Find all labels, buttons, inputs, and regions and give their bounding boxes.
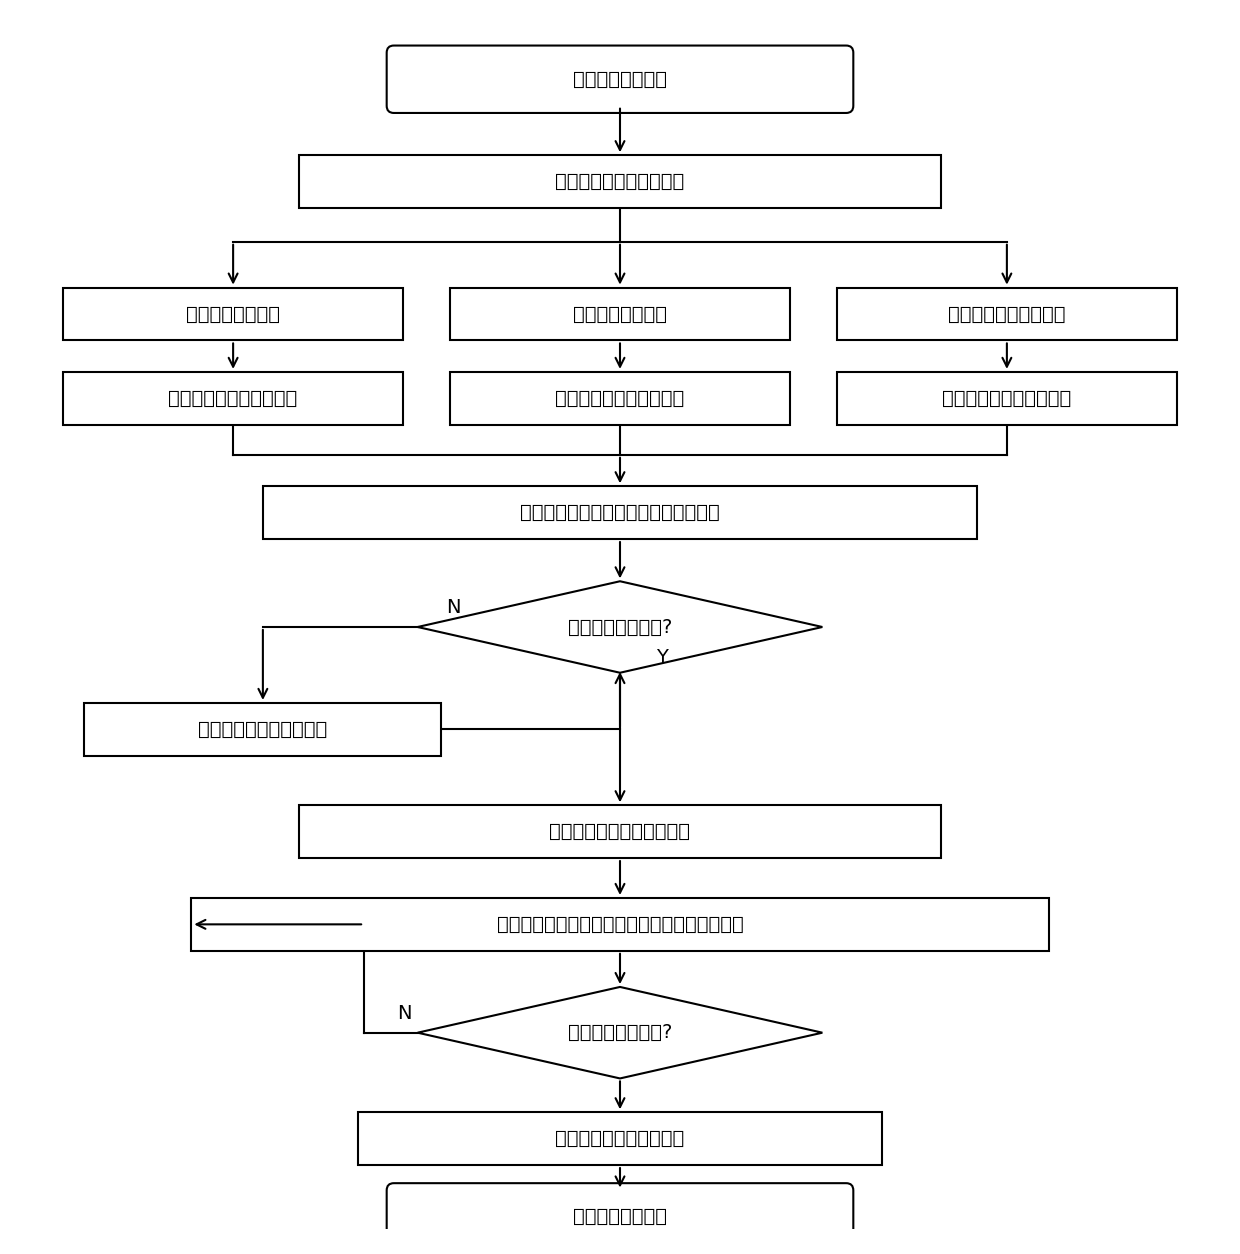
Bar [299,805,941,858]
Text: 到达加载目标载荷?: 到达加载目标载荷? [568,1023,672,1042]
Text: 静力加载过程结束: 静力加载过程结束 [186,305,280,324]
Text: 自动过程的段过程结束: 自动过程的段过程结束 [949,305,1065,324]
Text: 静力加载过程启动: 静力加载过程启动 [573,70,667,89]
Text: 静力卸载过程结束: 静力卸载过程结束 [573,305,667,324]
Text: 记录比例溢流阀终止开度: 记录比例溢流阀终止开度 [942,389,1071,408]
Text: 静力加载过程完成: 静力加载过程完成 [573,1208,667,1226]
Bar [299,155,941,208]
Text: Y: Y [656,648,667,667]
Text: 运行起始段柔顺控制算法: 运行起始段柔顺控制算法 [198,720,327,739]
Text: 按照溢流阀开度计算算法实时计算溢流阀增加值: 按照溢流阀开度计算算法实时计算溢流阀增加值 [497,915,743,934]
Text: N: N [446,598,460,617]
FancyBboxPatch shape [387,1184,853,1250]
FancyBboxPatch shape [387,45,853,113]
Text: 记录比例溢流阀终止开度: 记录比例溢流阀终止开度 [169,389,298,408]
Text: 记录比例溢流阀终止开度: 记录比例溢流阀终止开度 [556,389,684,408]
Polygon shape [418,582,822,672]
Text: 加载起始时将最新溢流阀终值作为初值: 加载起始时将最新溢流阀终值作为初值 [520,503,720,522]
Text: N: N [397,1004,412,1023]
Text: 起始柔顺加载完成?: 起始柔顺加载完成? [568,617,672,637]
Bar [84,702,441,756]
Bar [63,371,403,425]
Bar [450,287,790,341]
Bar [837,287,1177,341]
Bar [191,898,1049,951]
Polygon shape [418,987,822,1078]
Bar [63,287,403,341]
Bar [358,1112,882,1165]
Text: 运行静力加载过程控制算法: 运行静力加载过程控制算法 [549,823,691,841]
Text: 记录比例溢流阀终止开度: 记录比例溢流阀终止开度 [556,1129,684,1149]
Bar [263,487,977,539]
Bar [837,371,1177,425]
Bar [450,371,790,425]
Text: 设置比例流量阀恒定开度: 设置比例流量阀恒定开度 [556,172,684,191]
